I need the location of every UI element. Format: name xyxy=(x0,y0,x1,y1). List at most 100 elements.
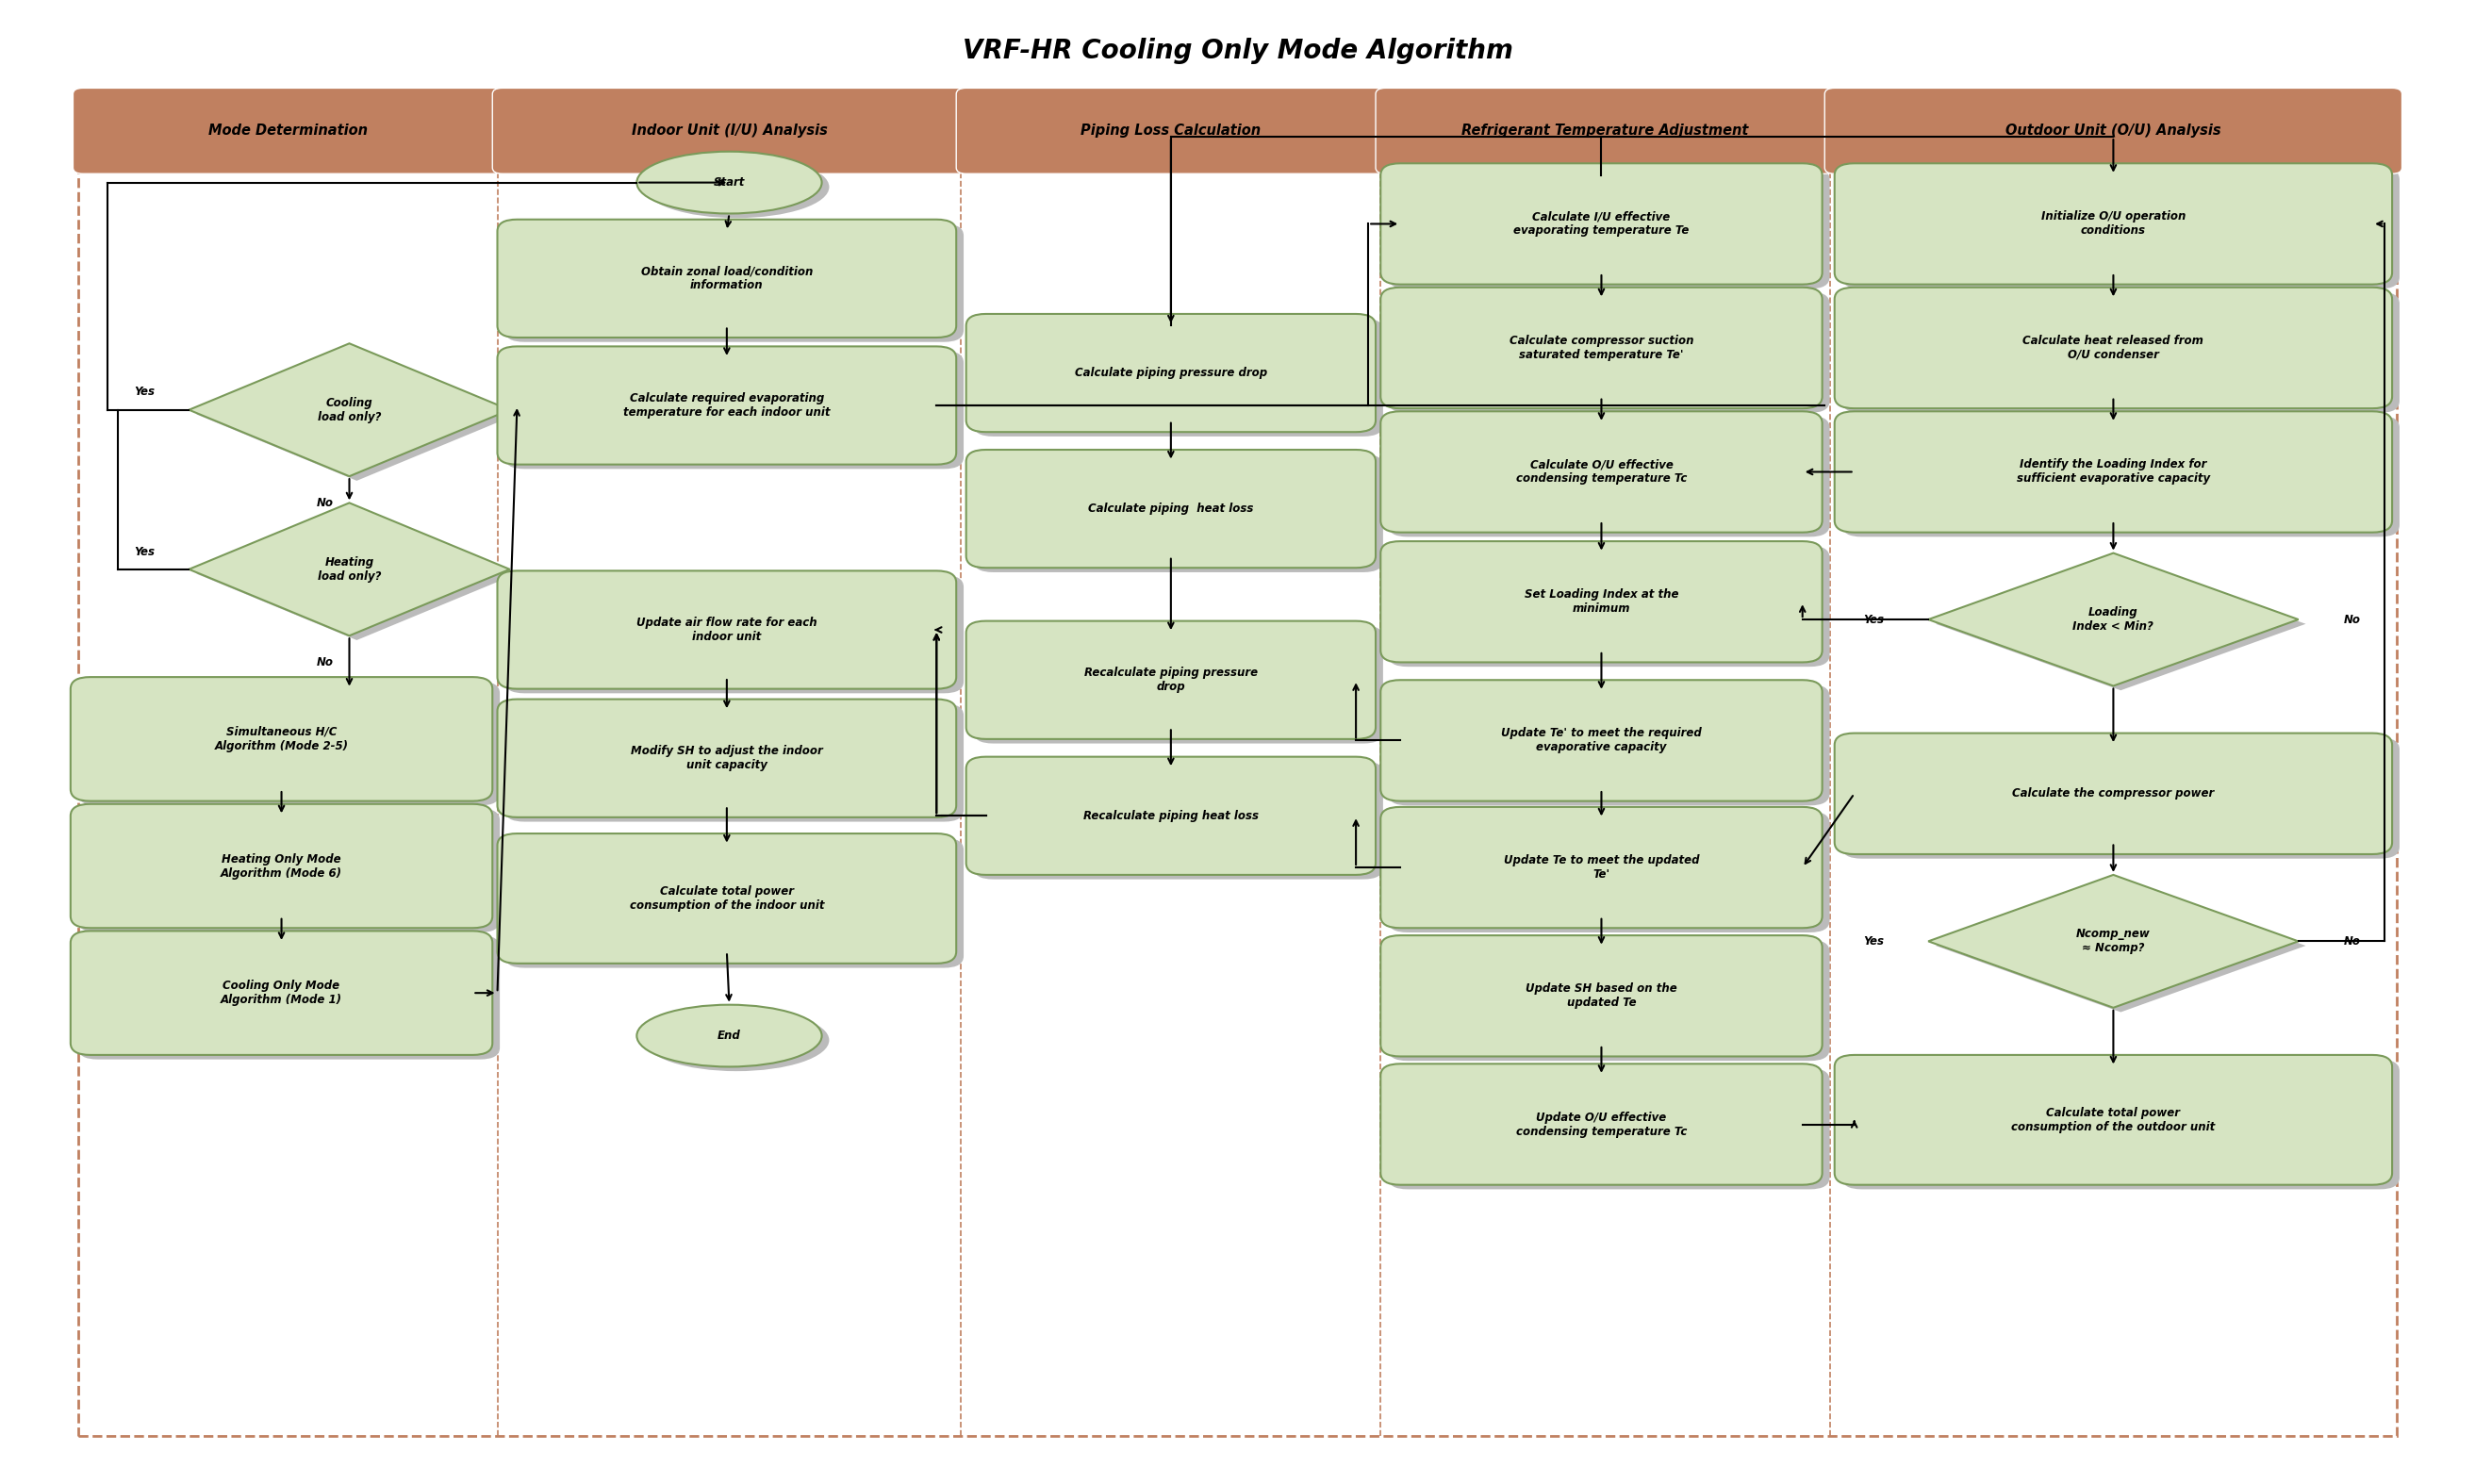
FancyBboxPatch shape xyxy=(1388,416,1829,537)
FancyBboxPatch shape xyxy=(77,681,500,806)
Text: Update Te' to meet the required
evaporative capacity: Update Te' to meet the required evaporat… xyxy=(1502,727,1703,754)
FancyBboxPatch shape xyxy=(497,571,955,689)
Polygon shape xyxy=(1928,876,2299,1008)
FancyBboxPatch shape xyxy=(965,757,1376,876)
Text: Calculate the compressor power: Calculate the compressor power xyxy=(2012,788,2215,800)
FancyBboxPatch shape xyxy=(1381,411,1822,533)
FancyBboxPatch shape xyxy=(1381,163,1822,285)
Text: Calculate I/U effective
evaporating temperature Te: Calculate I/U effective evaporating temp… xyxy=(1515,211,1690,237)
FancyBboxPatch shape xyxy=(72,677,493,801)
FancyBboxPatch shape xyxy=(1824,88,2403,174)
FancyBboxPatch shape xyxy=(1841,292,2401,413)
Text: No: No xyxy=(2344,935,2361,947)
FancyBboxPatch shape xyxy=(1834,411,2393,533)
Text: Cooling
load only?: Cooling load only? xyxy=(317,396,381,423)
Text: Refrigerant Temperature Adjustment: Refrigerant Temperature Adjustment xyxy=(1463,123,1750,138)
Text: Calculate total power
consumption of the indoor unit: Calculate total power consumption of the… xyxy=(629,886,824,911)
FancyBboxPatch shape xyxy=(965,620,1376,739)
Text: Calculate piping  heat loss: Calculate piping heat loss xyxy=(1089,503,1252,515)
Text: Start: Start xyxy=(713,177,745,188)
FancyBboxPatch shape xyxy=(1834,733,2393,855)
Text: Initialize O/U operation
conditions: Initialize O/U operation conditions xyxy=(2042,211,2185,237)
FancyBboxPatch shape xyxy=(1841,738,2401,859)
FancyBboxPatch shape xyxy=(1381,807,1822,928)
Text: Update air flow rate for each
indoor unit: Update air flow rate for each indoor uni… xyxy=(636,617,817,643)
Text: VRF-HR Cooling Only Mode Algorithm: VRF-HR Cooling Only Mode Algorithm xyxy=(963,39,1512,64)
Text: Calculate compressor suction
saturated temperature Te': Calculate compressor suction saturated t… xyxy=(1510,335,1693,361)
FancyBboxPatch shape xyxy=(493,88,965,174)
Ellipse shape xyxy=(636,1005,822,1067)
Text: Calculate O/U effective
condensing temperature Tc: Calculate O/U effective condensing tempe… xyxy=(1515,459,1688,485)
Text: Ncomp_new
≈ Ncomp?: Ncomp_new ≈ Ncomp? xyxy=(2077,928,2151,954)
FancyBboxPatch shape xyxy=(1388,292,1829,413)
Text: Update O/U effective
condensing temperature Tc: Update O/U effective condensing temperat… xyxy=(1515,1112,1688,1138)
Text: Update SH based on the
updated Te: Update SH based on the updated Te xyxy=(1525,982,1678,1009)
FancyBboxPatch shape xyxy=(505,703,963,822)
Text: Obtain zonal load/condition
information: Obtain zonal load/condition information xyxy=(641,266,812,292)
Polygon shape xyxy=(188,503,510,635)
Text: Heating Only Mode
Algorithm (Mode 6): Heating Only Mode Algorithm (Mode 6) xyxy=(220,853,342,879)
FancyBboxPatch shape xyxy=(497,699,955,818)
FancyBboxPatch shape xyxy=(1834,163,2393,285)
Polygon shape xyxy=(1928,554,2299,686)
Polygon shape xyxy=(196,508,517,640)
Text: Update Te to meet the updated
Te': Update Te to meet the updated Te' xyxy=(1505,855,1700,880)
Text: Simultaneous H/C
Algorithm (Mode 2-5): Simultaneous H/C Algorithm (Mode 2-5) xyxy=(215,726,349,752)
FancyBboxPatch shape xyxy=(505,224,963,341)
Ellipse shape xyxy=(644,1009,829,1071)
FancyBboxPatch shape xyxy=(1376,88,1834,174)
Text: Set Loading Index at the
minimum: Set Loading Index at the minimum xyxy=(1525,589,1678,614)
Ellipse shape xyxy=(644,156,829,218)
FancyBboxPatch shape xyxy=(1381,680,1822,801)
FancyBboxPatch shape xyxy=(965,450,1376,568)
Text: Piping Loss Calculation: Piping Loss Calculation xyxy=(1082,123,1260,138)
FancyBboxPatch shape xyxy=(973,319,1384,436)
Polygon shape xyxy=(188,343,510,476)
FancyBboxPatch shape xyxy=(973,761,1384,880)
Text: Yes: Yes xyxy=(1864,935,1883,947)
Text: Outdoor Unit (O/U) Analysis: Outdoor Unit (O/U) Analysis xyxy=(2005,123,2220,138)
FancyBboxPatch shape xyxy=(1381,1064,1822,1184)
Text: Indoor Unit (I/U) Analysis: Indoor Unit (I/U) Analysis xyxy=(631,123,827,138)
FancyBboxPatch shape xyxy=(1841,1060,2401,1189)
FancyBboxPatch shape xyxy=(1834,1055,2393,1184)
Polygon shape xyxy=(1935,558,2307,690)
Text: No: No xyxy=(317,497,334,509)
FancyBboxPatch shape xyxy=(497,220,955,337)
Text: Calculate required evaporating
temperature for each indoor unit: Calculate required evaporating temperatu… xyxy=(624,392,829,418)
FancyBboxPatch shape xyxy=(973,625,1384,743)
FancyBboxPatch shape xyxy=(1381,288,1822,408)
Text: Cooling Only Mode
Algorithm (Mode 1): Cooling Only Mode Algorithm (Mode 1) xyxy=(220,979,342,1006)
Text: Yes: Yes xyxy=(134,546,156,558)
FancyBboxPatch shape xyxy=(77,935,500,1060)
Text: Yes: Yes xyxy=(134,386,156,398)
FancyBboxPatch shape xyxy=(77,809,500,932)
Text: Heating
load only?: Heating load only? xyxy=(317,556,381,583)
FancyBboxPatch shape xyxy=(1388,812,1829,932)
Text: Identify the Loading Index for
sufficient evaporative capacity: Identify the Loading Index for sufficien… xyxy=(2017,459,2210,485)
FancyBboxPatch shape xyxy=(72,88,502,174)
FancyBboxPatch shape xyxy=(965,315,1376,432)
Text: Loading
Index < Min?: Loading Index < Min? xyxy=(2074,607,2153,632)
FancyBboxPatch shape xyxy=(1381,935,1822,1057)
FancyBboxPatch shape xyxy=(72,804,493,928)
FancyBboxPatch shape xyxy=(505,576,963,693)
Text: Mode Determination: Mode Determination xyxy=(208,123,366,138)
FancyBboxPatch shape xyxy=(72,930,493,1055)
FancyBboxPatch shape xyxy=(973,454,1384,573)
Text: Modify SH to adjust the indoor
unit capacity: Modify SH to adjust the indoor unit capa… xyxy=(631,745,822,772)
FancyBboxPatch shape xyxy=(1834,288,2393,408)
Text: No: No xyxy=(2344,613,2361,626)
FancyBboxPatch shape xyxy=(1388,168,1829,289)
FancyBboxPatch shape xyxy=(497,346,955,464)
FancyBboxPatch shape xyxy=(1388,1068,1829,1189)
FancyBboxPatch shape xyxy=(1388,546,1829,666)
Text: Recalculate piping heat loss: Recalculate piping heat loss xyxy=(1084,810,1260,822)
FancyBboxPatch shape xyxy=(505,838,963,968)
Text: Calculate piping pressure drop: Calculate piping pressure drop xyxy=(1074,367,1267,378)
Text: Recalculate piping pressure
drop: Recalculate piping pressure drop xyxy=(1084,666,1257,693)
FancyBboxPatch shape xyxy=(955,88,1386,174)
FancyBboxPatch shape xyxy=(497,834,955,963)
Polygon shape xyxy=(1935,880,2307,1012)
FancyBboxPatch shape xyxy=(1388,684,1829,806)
